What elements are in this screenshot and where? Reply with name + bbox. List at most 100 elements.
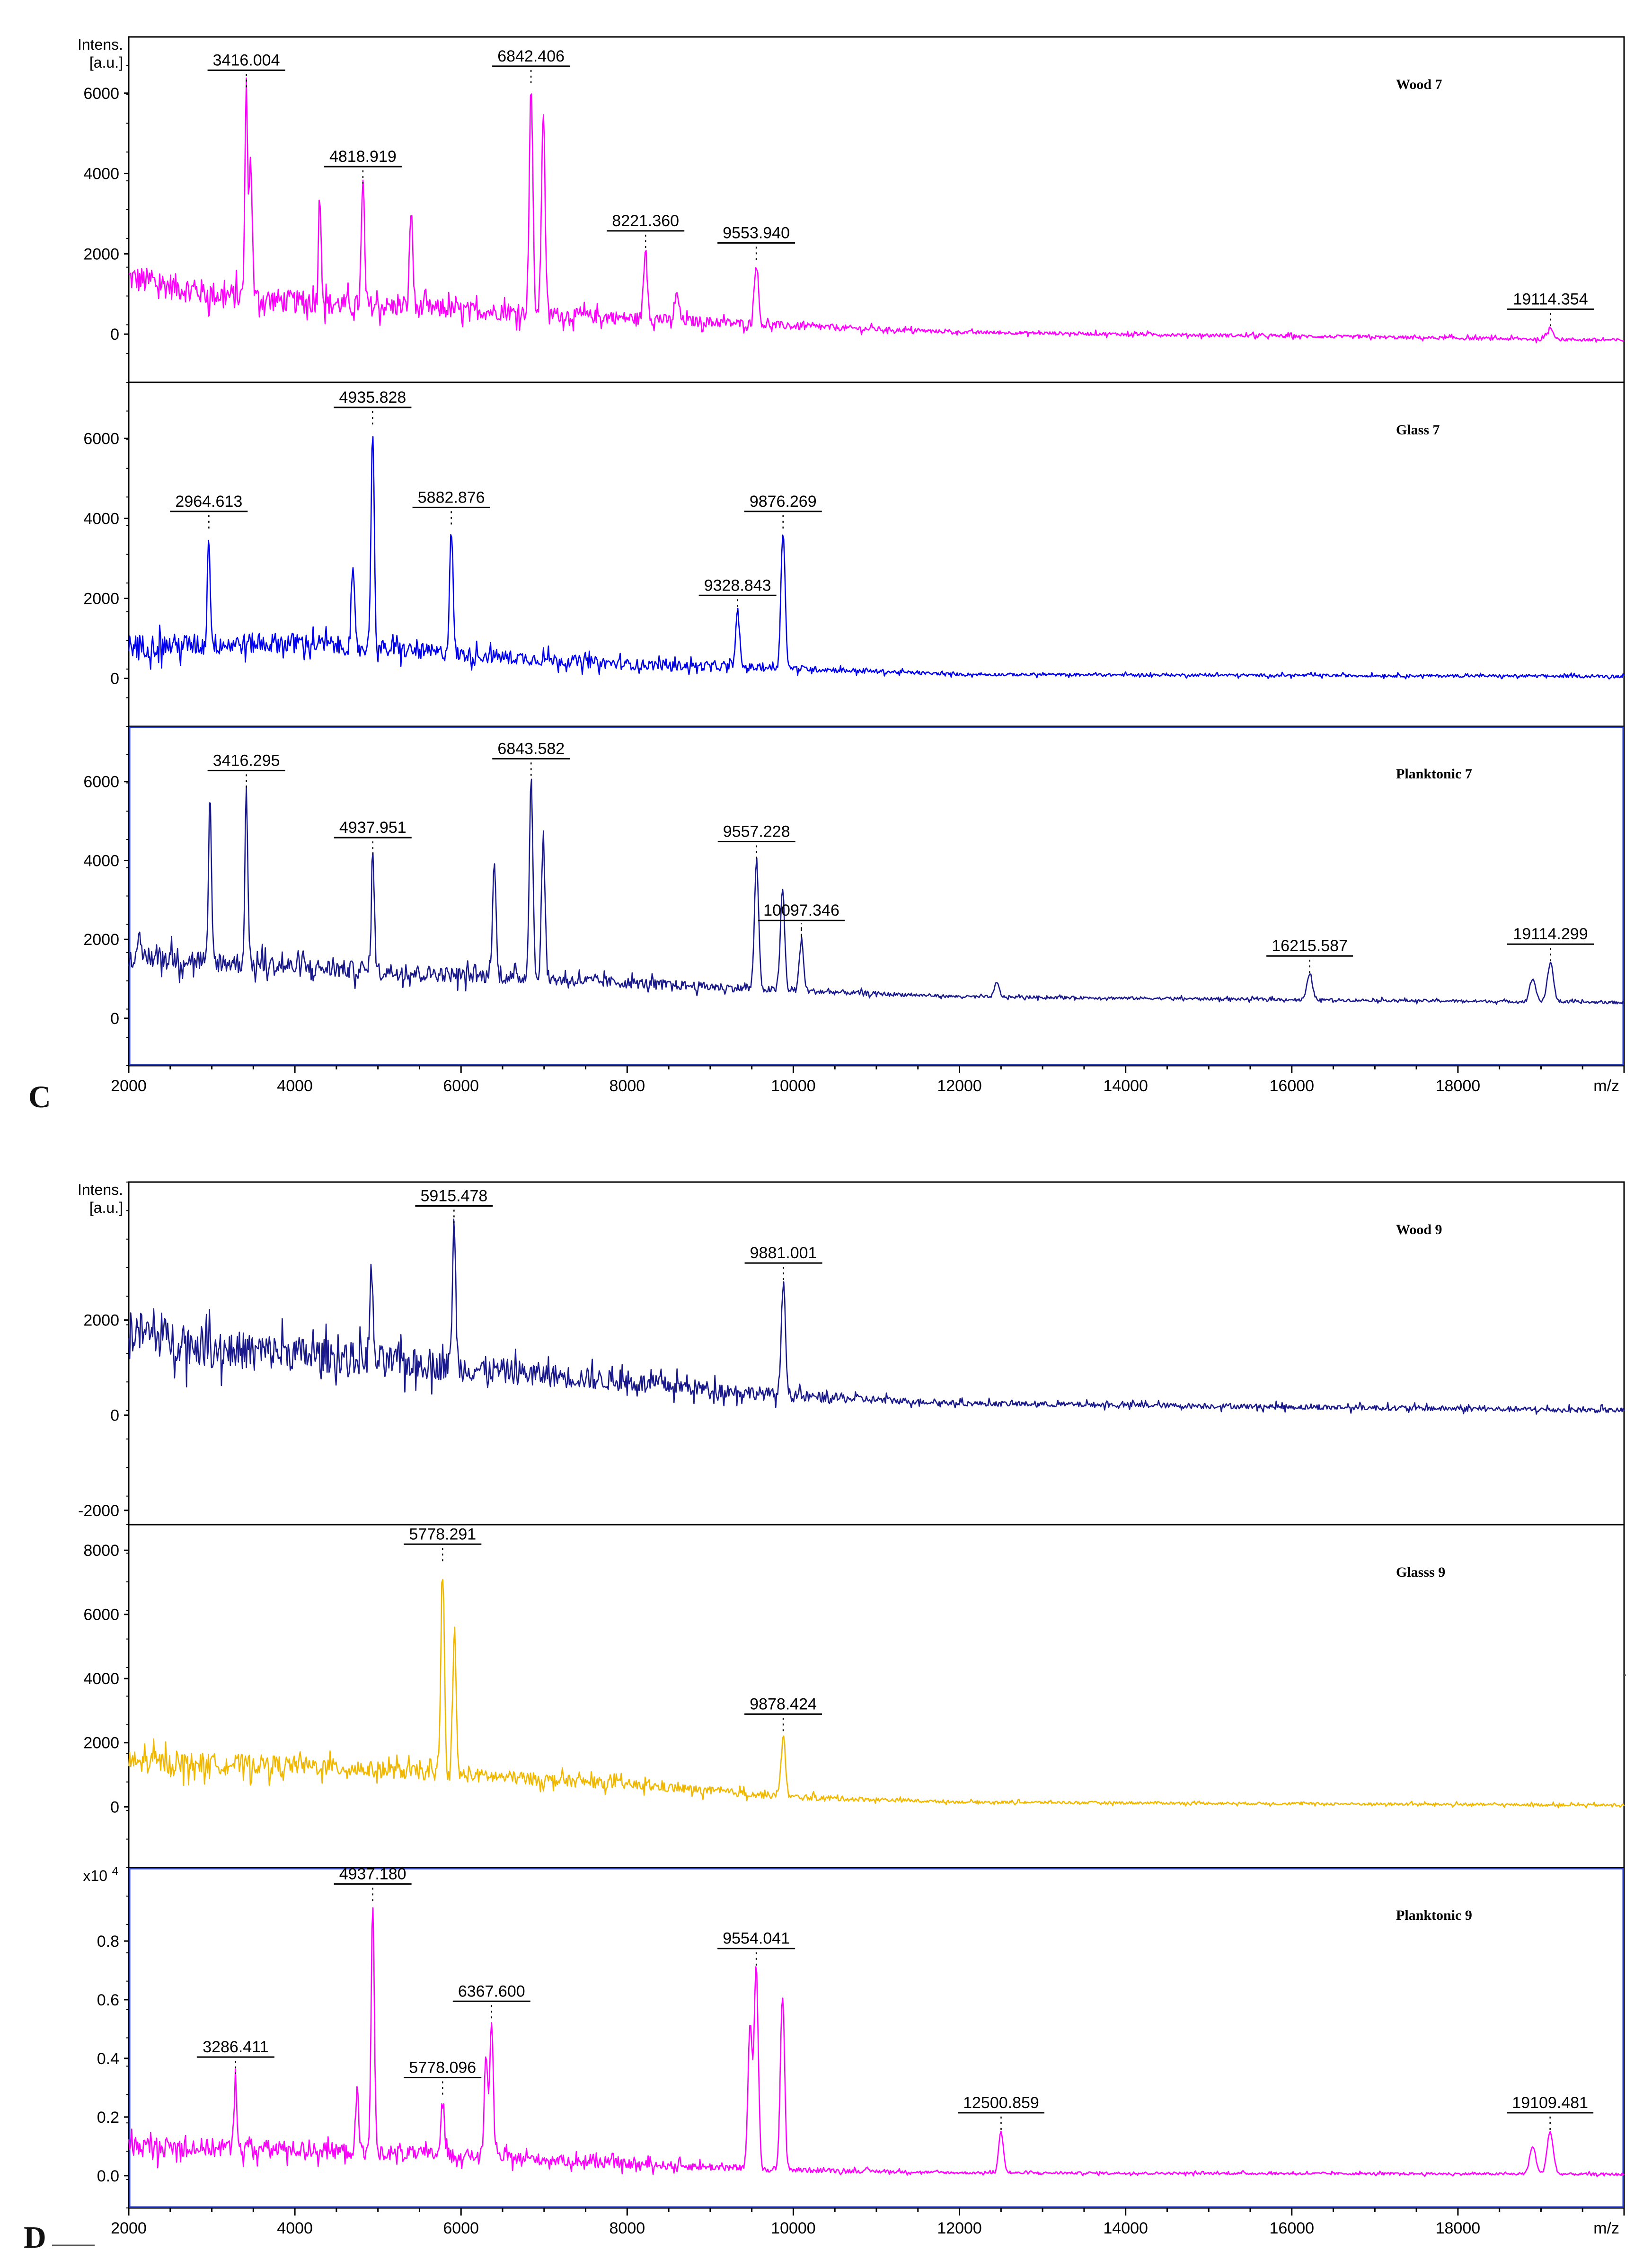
y-tick-label: 0	[110, 1407, 119, 1425]
y-tick-label: 0	[110, 326, 119, 344]
peak-label: 10097.346	[763, 901, 839, 919]
scale-exponent: 4	[112, 1865, 118, 1878]
x-tick-label: 6000	[443, 2219, 479, 2237]
peak-label: 5778.291	[409, 1525, 476, 1543]
active-panel-frame	[129, 1868, 1624, 2208]
x-axis-panel-c: 2000 4000 6000 8000 10000 12000 14000 16000 1800…	[111, 1066, 1625, 1095]
y-tick-label: 6000	[83, 430, 119, 448]
peak-label: 6367.600	[458, 1982, 525, 2000]
spectrum-line	[128, 778, 1625, 1005]
spectrum-planktonic-9: 0.0 0.2 0.4 0.6 0.8 3286.411 4937.180 5778.096 6…	[97, 1865, 1625, 2208]
spectrum-line	[128, 1218, 1625, 1415]
y-tick-label: 2000	[83, 590, 119, 608]
y-tick-label: 4000	[83, 165, 119, 183]
spectrum-title: Glasss 9	[1396, 1564, 1445, 1580]
y-tick-label: 4000	[83, 852, 119, 870]
peak-label: 5778.096	[409, 2058, 476, 2076]
x-axis-unit: m/z	[1593, 1077, 1619, 1095]
panel-c-frame	[128, 36, 1625, 1067]
x-tick-label: 10000	[771, 1077, 816, 1095]
x-tick-label: 18000	[1436, 1077, 1481, 1095]
y-tick-label: 2000	[83, 1312, 119, 1330]
peak-label: 2964.613	[175, 493, 242, 511]
x-tick-label: 14000	[1103, 1077, 1148, 1095]
spectrum-wood-7: 0 2000 4000 6000 3416.004 4818.919 6842.406 822…	[83, 47, 1625, 383]
spectrum-title: Planktonic 7	[1396, 766, 1472, 782]
intensity-label: Intens.	[78, 36, 123, 53]
y-tick-label: 6000	[83, 1606, 119, 1624]
panel-d-frame	[128, 1181, 1625, 2209]
spectrum-glass-7: 0 2000 4000 6000 2964.613 4935.828 5882.876 932…	[83, 381, 1625, 727]
intensity-units: [a.u.]	[89, 1199, 123, 1216]
peak-label: 19109.481	[1512, 2094, 1588, 2112]
x-tick-label: 10000	[771, 2219, 816, 2237]
x-tick-label: 2000	[111, 2219, 147, 2237]
y-tick-label: 2000	[83, 931, 119, 949]
y-tick-label: 0.0	[97, 2167, 119, 2185]
x-tick-label: 6000	[443, 1077, 479, 1095]
active-panel-frame	[129, 726, 1624, 1066]
peak-label: 4937.180	[339, 1865, 406, 1883]
x-tick-label: 16000	[1270, 1077, 1315, 1095]
peak-label: 12500.859	[963, 2094, 1039, 2112]
y-tick-label: 6000	[83, 773, 119, 791]
scale-multiplier: x10	[83, 1867, 107, 1884]
peak-label: 5915.478	[420, 1187, 487, 1205]
spectrum-line	[128, 1907, 1625, 2178]
spectrum-wood-9: -2000 0 2000 5915.478 9881.001 Wood 9	[78, 1182, 1625, 1525]
x-tick-label: 2000	[111, 1077, 147, 1095]
peak-label: 19114.354	[1513, 290, 1588, 308]
peak-label: 3416.295	[213, 751, 280, 769]
x-tick-label: 4000	[277, 1077, 313, 1095]
intensity-label: Intens.	[78, 1181, 123, 1198]
x-tick-label: 14000	[1103, 2219, 1148, 2237]
spectrum-line	[128, 1579, 1625, 1809]
y-tick-label: 6000	[83, 85, 119, 103]
panel-c-letter: C	[28, 1080, 51, 1114]
x-tick-label: 8000	[610, 1077, 645, 1095]
spectrum-title: Wood 7	[1396, 77, 1442, 92]
y-tick-label: 0.6	[97, 1991, 119, 2009]
x-tick-label: 8000	[610, 2219, 645, 2237]
peak-label: 9878.424	[750, 1695, 817, 1713]
y-tick-label: 4000	[83, 1670, 119, 1688]
x-tick-label: 18000	[1436, 2219, 1481, 2237]
y-tick-label: 0.8	[97, 1933, 119, 1951]
peak-label: 16215.587	[1272, 937, 1348, 955]
spectrum-title: Glass 7	[1396, 422, 1440, 438]
peak-label: 4818.919	[329, 148, 397, 166]
y-tick-label: 0	[110, 1010, 119, 1028]
x-tick-label: 12000	[937, 1077, 982, 1095]
y-tick-label: 0	[110, 670, 119, 688]
peak-label: 9328.843	[704, 576, 771, 594]
x-axis-unit: m/z	[1593, 2219, 1619, 2237]
panel-d-letter: D	[24, 2220, 46, 2255]
peak-label: 9553.940	[723, 224, 790, 242]
peak-label: 4935.828	[339, 388, 406, 406]
peak-label: 6843.582	[497, 740, 565, 758]
spectrum-glasss-9: 0 2000 4000 6000 8000 5778.291 9878.424 Glasss …	[83, 1524, 1625, 1868]
x-axis-panel-d: 2000 4000 6000 8000 10000 12000 14000 16000 1800…	[111, 2208, 1625, 2237]
x-tick-label: 12000	[937, 2219, 982, 2237]
peak-label: 4937.951	[339, 819, 406, 837]
peak-label: 9554.041	[723, 1930, 790, 1948]
spectrum-title: Wood 9	[1396, 1222, 1442, 1237]
spectrum-line	[128, 77, 1625, 344]
peak-label: 8221.360	[612, 212, 679, 230]
intensity-units: [a.u.]	[89, 54, 123, 71]
y-tick-label: 2000	[83, 1734, 119, 1752]
spectrum-planktonic-7: 0 2000 4000 6000 3416.295 4937.951 6843.582 955…	[83, 725, 1625, 1066]
peak-label: 6842.406	[497, 47, 565, 65]
peak-label: 9876.269	[750, 493, 817, 511]
spectrum-line	[128, 436, 1625, 680]
x-tick-label: 16000	[1270, 2219, 1315, 2237]
y-tick-label: 0.4	[97, 2050, 119, 2068]
spectrum-title: Planktonic 9	[1396, 1907, 1472, 1923]
peak-label: 19114.299	[1513, 925, 1588, 943]
peak-label: 9881.001	[750, 1244, 817, 1262]
peak-label: 9557.228	[723, 822, 790, 840]
y-tick-label: 8000	[83, 1542, 119, 1560]
peak-label: 3416.004	[213, 51, 280, 69]
y-tick-label: -2000	[78, 1502, 119, 1520]
